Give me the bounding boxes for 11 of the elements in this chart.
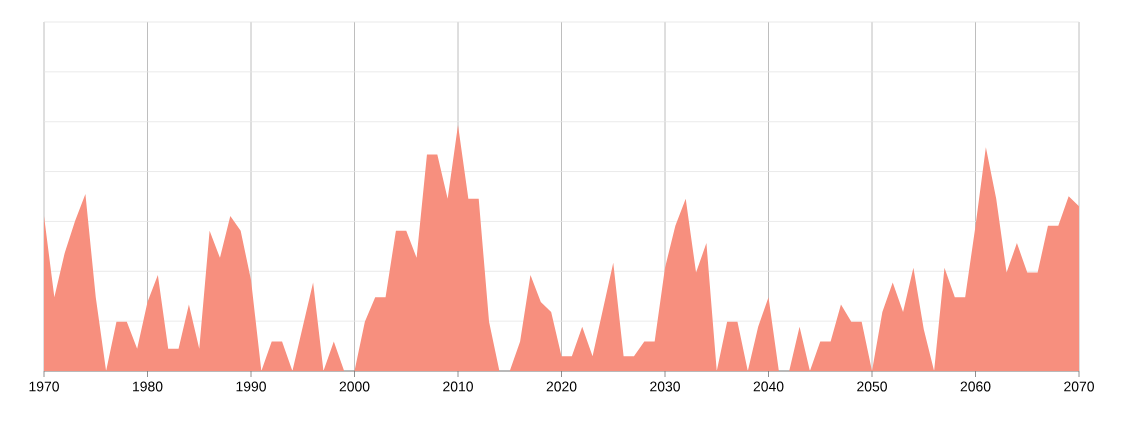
x-tick-label: 1990 (236, 381, 266, 392)
x-tick-label: 2070 (1064, 381, 1094, 392)
x-tick-label: 2050 (857, 381, 887, 392)
x-tick-label: 2060 (960, 381, 991, 392)
x-tick-label: 2020 (546, 381, 577, 392)
x-tick-label: 2010 (443, 381, 473, 392)
x-tick-label: 2000 (339, 381, 370, 392)
x-tick-label: 1980 (133, 381, 163, 392)
x-tick-label: 2030 (650, 381, 680, 392)
x-tick-label: 2040 (753, 381, 784, 392)
x-tick-label: 1970 (29, 381, 59, 392)
